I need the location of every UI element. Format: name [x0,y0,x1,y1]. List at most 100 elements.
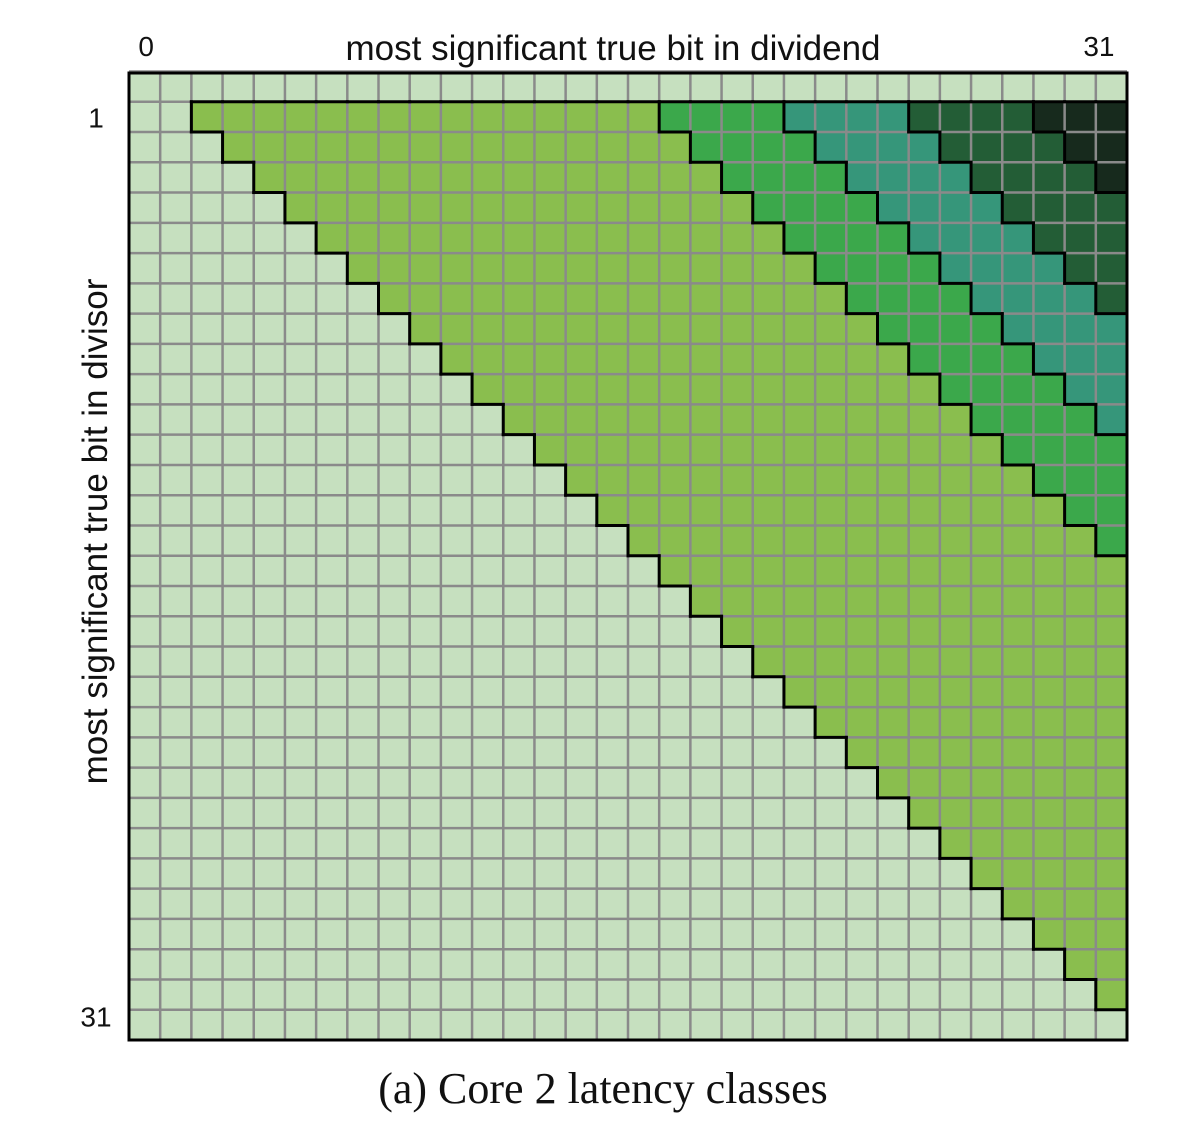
heatmap-cell [440,888,473,920]
heatmap-cell [659,676,691,708]
heatmap-cell [690,313,723,345]
heatmap-cell [316,676,348,708]
heatmap-cell [378,132,411,163]
heatmap-cell [1064,101,1097,133]
heatmap-cell [129,979,161,1011]
heatmap-cell [316,555,348,587]
heatmap-cell [378,192,411,224]
heatmap-cell [752,858,785,890]
heatmap-cell [129,767,161,799]
heatmap-cell [846,949,878,980]
heatmap-cell [316,192,348,224]
heatmap-cell [1002,222,1034,254]
heatmap-cell [503,767,535,799]
heatmap-cell [472,797,504,829]
heatmap-cell [939,374,972,405]
heatmap-cell [565,767,598,799]
heatmap-cell [347,495,379,526]
heatmap-cell [908,949,941,980]
heatmap-cell [939,253,972,284]
heatmap-cell [596,404,629,436]
heatmap-cell [160,616,192,648]
heatmap-cell [253,858,286,890]
heatmap-cell [472,646,504,678]
heatmap-cell [971,555,1003,587]
heatmap-cell [690,707,723,738]
heatmap-cell [129,495,161,526]
heatmap-cell [129,616,161,648]
heatmap-cell [596,162,629,194]
heatmap-cell [596,979,629,1011]
heatmap-cell [628,132,660,163]
heatmap-cell [440,192,473,224]
heatmap-cell [1095,283,1128,315]
heatmap-cell [316,949,348,980]
heatmap-cell [253,676,286,708]
heatmap-cell [846,283,878,315]
heatmap-cell [596,101,629,133]
heatmap-cell [846,374,878,405]
heatmap-cell [1033,918,1066,950]
heatmap-cell [253,464,286,496]
heatmap-cell [628,192,660,224]
heatmap-cell [129,1009,161,1041]
heatmap-cell [534,676,567,708]
heatmap-cell [752,676,785,708]
heatmap-cell [596,313,629,345]
heatmap-cell [160,979,192,1011]
heatmap-cell [409,132,442,163]
heatmap-cell [1064,162,1097,194]
heatmap-cell [378,313,411,345]
heatmap-cell [129,949,161,980]
heatmap-cell [440,949,473,980]
heatmap-cell [690,283,723,315]
heatmap-cell [939,495,972,526]
heatmap-cell [284,222,317,254]
heatmap-cell [1095,222,1128,254]
heatmap-cell [971,737,1003,769]
heatmap-cell [1002,797,1034,829]
heatmap-cell [596,616,629,648]
heatmap-cell [191,1009,224,1041]
heatmap-cell [316,222,348,254]
heatmap-cell [534,888,567,920]
heatmap-cell [1002,132,1034,163]
heatmap-cell [565,464,598,496]
heatmap-cell [1095,525,1128,557]
heatmap-cell [1033,1009,1066,1041]
heatmap-cell [1033,132,1066,163]
heatmap-cell [565,374,598,405]
heatmap-cell [222,253,255,284]
heatmap-cell [565,797,598,829]
heatmap-cell [596,797,629,829]
heatmap-cell [1064,343,1097,375]
heatmap-cell [721,404,754,436]
heatmap-cell [409,1009,442,1041]
heatmap-cell [1064,525,1097,557]
heatmap-cell [846,313,878,345]
heatmap-cell [503,1009,535,1041]
heatmap-cell [440,101,473,133]
heatmap-cell [440,222,473,254]
heatmap-cell [1064,192,1097,224]
heatmap-cell [1033,676,1066,708]
heatmap-cell [565,495,598,526]
heatmap-cell [971,797,1003,829]
heatmap-cell [160,434,192,466]
heatmap-cell [284,464,317,496]
heatmap-cell [534,162,567,194]
heatmap-cell [160,495,192,526]
heatmap-cell [596,737,629,769]
heatmap-cell [1002,979,1034,1011]
heatmap-cell [565,646,598,678]
heatmap-cell [160,949,192,980]
heatmap-cell [752,586,785,617]
heatmap-cell [378,616,411,648]
heatmap-cell [565,676,598,708]
heatmap-cell [1064,464,1097,496]
heatmap-cell [534,132,567,163]
heatmap-cell [316,858,348,890]
heatmap-cell [1064,767,1097,799]
heatmap-cell [440,555,473,587]
heatmap-cell [1033,525,1066,557]
